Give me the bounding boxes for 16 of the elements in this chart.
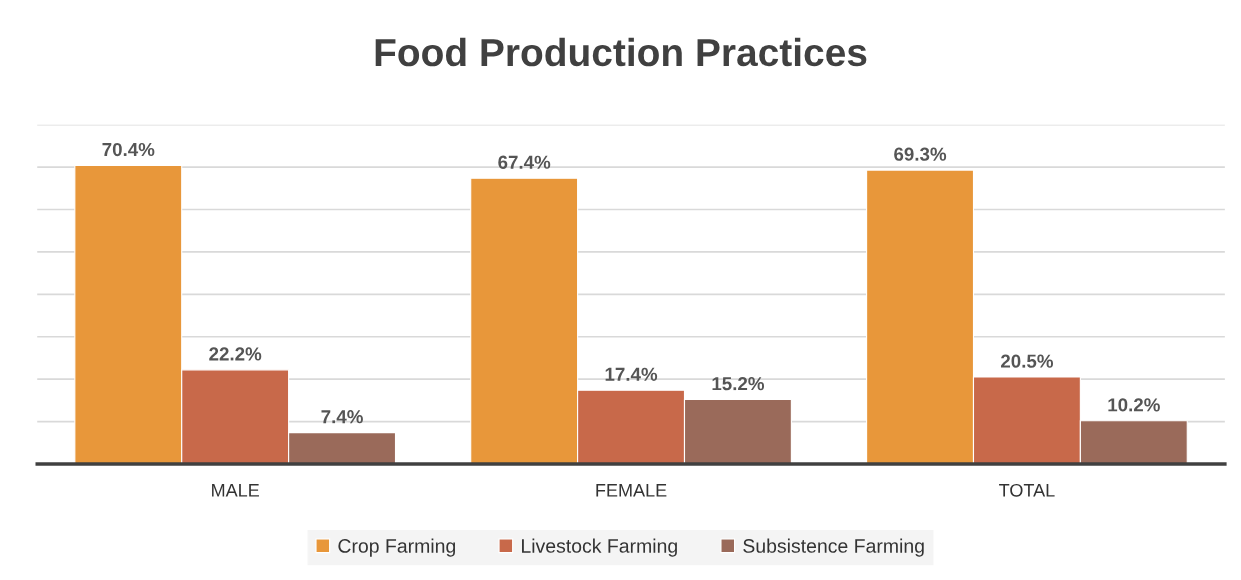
data-label: 22.2% (209, 347, 262, 361)
x-tick-label: FEMALE (596, 484, 667, 497)
legend-label: Subsistence Farming (743, 538, 924, 557)
legend-label: Crop Farming (338, 538, 456, 557)
legend-label: Livestock Farming (522, 538, 677, 557)
data-label: 70.4% (102, 142, 155, 157)
data-label: 10.2% (1108, 398, 1160, 412)
chart-title: Food Production Practices (375, 37, 867, 67)
x-tick-label: TOTAL (999, 483, 1055, 497)
data-label: 67.4% (498, 155, 551, 169)
data-label: 17.4% (605, 367, 658, 381)
data-label: 7.4% (321, 410, 363, 424)
data-label: 20.5% (1001, 354, 1054, 368)
x-tick-label: MALE (212, 484, 259, 497)
data-label: 15.2% (712, 376, 765, 391)
data-label: 69.3% (894, 147, 947, 161)
